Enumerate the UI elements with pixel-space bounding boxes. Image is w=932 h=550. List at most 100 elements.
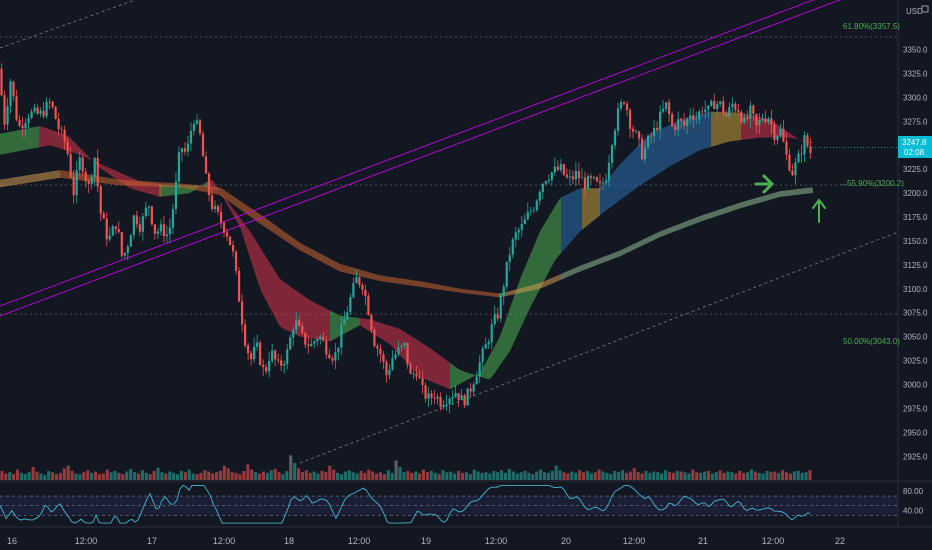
candle-body: [93, 157, 96, 177]
ribbon-segment: [351, 316, 354, 331]
candle-body: [686, 118, 689, 126]
ribbon-segment: [579, 188, 582, 233]
candle-body: [355, 277, 358, 284]
candle-body: [761, 118, 764, 121]
price-axis[interactable]: 3350.0 3325.0 3300.0 3275.0 3225.0 3200.0 3175…: [903, 45, 928, 461]
ribbon-segment: [417, 280, 420, 287]
candle-body: [436, 396, 439, 399]
candle-body: [592, 177, 596, 179]
ribbon-segment: [720, 112, 723, 145]
candle-body: [680, 118, 683, 121]
ribbon-segment: [480, 291, 483, 296]
volume-bar: [168, 471, 172, 480]
grid-layer: [0, 0, 932, 528]
ribbon-segment: [486, 356, 489, 380]
ribbon-segment: [327, 257, 330, 267]
candle: [731, 97, 734, 113]
candle: [668, 99, 671, 123]
candle: [475, 371, 478, 385]
ribbon-segment: [726, 112, 729, 143]
volume-bar: [347, 470, 351, 480]
ribbon-segment: [528, 285, 531, 292]
ribbon-segment: [225, 190, 228, 201]
ribbon-segment: [726, 206, 729, 214]
candle: [78, 151, 81, 176]
candle: [153, 224, 156, 240]
candle-body: [532, 210, 535, 212]
candle-body: [298, 320, 301, 326]
candle-body: [665, 102, 668, 110]
ribbon-segment: [498, 333, 501, 369]
candle: [295, 311, 298, 335]
candle: [499, 292, 502, 323]
ribbon-segment: [6, 131, 9, 154]
candle: [758, 113, 761, 135]
candle-body: [262, 364, 265, 368]
candle-body: [746, 117, 749, 119]
ribbon-segment: [804, 187, 807, 195]
candle: [277, 353, 280, 364]
ribbon-segment: [396, 277, 399, 284]
candle: [692, 107, 695, 129]
candle: [400, 344, 403, 352]
ribbon-segment: [654, 232, 657, 240]
candle-body: [622, 102, 626, 104]
volume-bar: [152, 470, 156, 480]
ribbon-segment: [84, 151, 87, 158]
time-axis[interactable]: 16 12:00 17 12:00 18 12:00 19 12:00 20 12:00 21 12:…: [7, 536, 845, 546]
ribbon-segment: [444, 358, 447, 389]
ribbon-segment: [714, 210, 717, 218]
candle: [370, 313, 373, 334]
volume-bar: [484, 472, 488, 480]
candle-body: [719, 101, 722, 104]
ribbon-segment: [576, 188, 579, 236]
ribbon-segment: [162, 184, 165, 197]
volume-bar: [593, 472, 597, 480]
volume-bar: [531, 474, 535, 480]
volume-bar: [187, 469, 191, 480]
ribbon-segment: [249, 206, 252, 218]
candle: [310, 338, 313, 347]
candle-body: [153, 224, 156, 234]
candle-body: [256, 342, 259, 347]
ribbon-segment: [741, 201, 744, 209]
candle-body: [45, 101, 48, 117]
candle: [319, 334, 322, 345]
ribbon-segment: [279, 227, 282, 239]
volume-bar: [644, 470, 648, 480]
settings-icon[interactable]: [921, 5, 929, 13]
ribbon-segment: [348, 266, 351, 275]
candle: [800, 144, 803, 163]
volume-bar: [195, 474, 199, 480]
ribbon-segment: [720, 208, 723, 216]
ribbon-segment: [168, 185, 171, 196]
candle: [662, 100, 665, 114]
candle: [216, 204, 220, 216]
price-tick: 3075.0: [903, 309, 928, 318]
ribbon-segment: [447, 286, 450, 292]
candle-body: [225, 232, 229, 237]
candle-body: [81, 157, 84, 172]
candle-body: [791, 170, 794, 176]
ribbon-segment: [201, 185, 204, 192]
volume-bar: [265, 472, 269, 480]
ribbon-segment: [633, 148, 636, 191]
candle-body: [289, 337, 292, 350]
volume-bar: [433, 472, 437, 480]
candle-body: [562, 164, 565, 175]
ribbon-segment: [690, 218, 693, 226]
candle: [535, 198, 538, 212]
ribbon-segment: [111, 168, 114, 178]
candle-body: [15, 96, 18, 120]
candle: [707, 105, 710, 118]
ribbon-segment: [18, 176, 21, 185]
ribbon-segment: [459, 288, 462, 293]
ribbon-segment: [306, 246, 309, 256]
candle: [159, 219, 162, 236]
ribbon-segment: [51, 171, 54, 180]
ribbon-segment: [669, 123, 672, 167]
volume-bar: [601, 471, 605, 480]
candle-body: [517, 229, 520, 233]
